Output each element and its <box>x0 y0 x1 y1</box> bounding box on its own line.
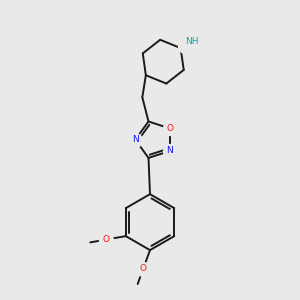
Text: O: O <box>103 235 110 244</box>
Text: NH: NH <box>185 37 199 46</box>
Text: O: O <box>140 264 147 273</box>
Text: N: N <box>167 146 173 155</box>
Text: O: O <box>167 124 173 133</box>
Text: N: N <box>132 135 139 144</box>
